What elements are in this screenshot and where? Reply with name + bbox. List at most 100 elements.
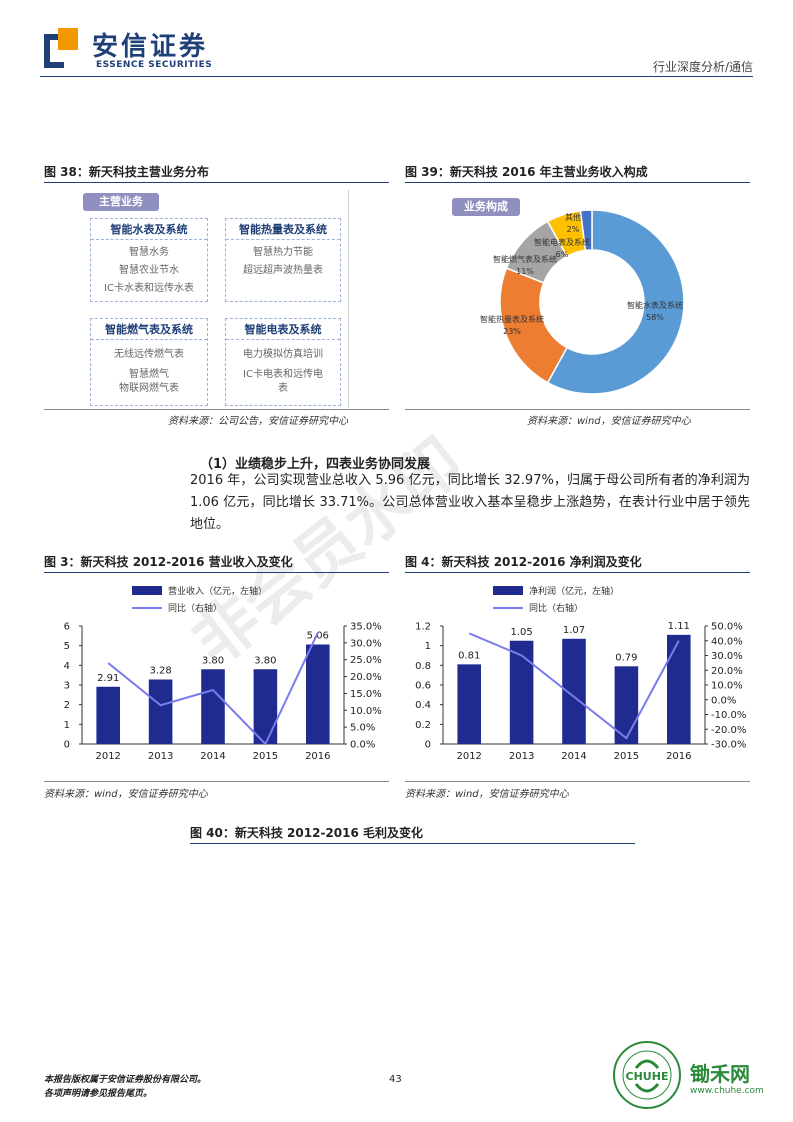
footer-disclaimer: 各项声明请参见报告尾页。	[44, 1089, 153, 1099]
footer-copyright: 本报告版权属于安信证券股份有限公司。	[44, 1075, 207, 1085]
fig38-title: 图 38：新天科技主营业务分布	[44, 165, 209, 179]
bar-2015	[614, 666, 639, 744]
legend-line-label: 同比（右轴）	[529, 602, 583, 614]
donut-label-2: 智能燃气表及系统	[493, 254, 557, 264]
x-tick-label: 2013	[509, 751, 534, 762]
y-left-tick-label: 3	[64, 681, 70, 692]
y-left-tick-label: 6	[64, 622, 70, 633]
fig38-source: 资料来源：公司公告，安信证券研究中心	[168, 416, 348, 427]
fig38-bottom-rule	[44, 409, 389, 410]
bar-2016	[667, 634, 691, 744]
fig38-right-border	[348, 190, 349, 408]
y-left-tick-label: 0.2	[415, 720, 431, 731]
y-right-tick-label: -10.0%	[711, 710, 746, 721]
fig4-source: 资料来源：wind，安信证券研究中心	[405, 789, 569, 800]
box-item: IC卡电表和远传电	[243, 369, 323, 380]
fig40-title-rule	[190, 843, 635, 844]
y-right-tick-label: 50.0%	[711, 622, 743, 633]
y-left-tick-label: 0.4	[415, 700, 431, 711]
donut-label-0: 智能水表及系统	[627, 300, 683, 310]
bar-value-label: 0.79	[615, 652, 637, 663]
fig3-title: 图 3：新天科技 2012-2016 营业收入及变化	[44, 555, 293, 569]
y-right-tick-label: 0.0%	[711, 695, 736, 706]
box-item: 物联网燃气表	[119, 383, 179, 394]
fig38-tag: 主营业务	[83, 193, 159, 211]
donut-pct-2: 11%	[516, 267, 534, 276]
report-category: 行业深度分析/通信	[652, 60, 753, 74]
x-tick-label: 2015	[614, 751, 639, 762]
legend-bar-label: 净利润（亿元，左轴）	[529, 585, 619, 597]
fig38-box-water: 智能水表及系统 智慧水务 智慧农业节水 IC卡水表和远传水表	[90, 218, 208, 302]
y-right-tick-label: 30.0%	[350, 638, 382, 649]
bar-2013	[148, 679, 173, 744]
fig39-donut-chart: 智能水表及系统 58% 智能热量表及系统 23% 智能燃气表及系统 11% 智能电表及系统 6…	[480, 209, 685, 395]
fig38-box-gas: 智能燃气表及系统 无线远传燃气表 智慧燃气 物联网燃气表	[90, 318, 208, 406]
bar-2012	[96, 686, 120, 744]
x-tick-label: 2014	[200, 751, 225, 762]
y-left-tick-label: 1	[64, 720, 70, 731]
y-left-tick-label: 4	[64, 661, 70, 672]
box-item: 表	[278, 383, 288, 394]
x-tick-label: 2012	[456, 751, 481, 762]
box-title: 智能热量表及系统	[226, 219, 340, 240]
y-right-tick-label: 5.0%	[350, 723, 375, 734]
box-title: 智能燃气表及系统	[91, 319, 207, 340]
bar-value-label: 1.07	[563, 625, 585, 636]
x-tick-label: 2012	[95, 751, 120, 762]
fig38-box-electric: 智能电表及系统 电力模拟仿真培训 IC卡电表和远传电 表	[225, 318, 341, 406]
bar-value-label: 2.91	[97, 673, 119, 684]
y-right-tick-label: 40.0%	[711, 636, 743, 647]
growth-line	[107, 632, 319, 746]
y-right-tick-label: 10.0%	[350, 706, 382, 717]
fig3-chart: 营业收入（亿元，左轴） 同比（右轴） 0 1 2 3 4 5 6 0.0% 5.0% 10.0% 15.…	[64, 585, 382, 762]
fig3-title-rule	[44, 572, 389, 573]
section-paragraph: 2016 年，公司实现营业总收入 5.96 亿元，同比增长 32.97%，归属于…	[190, 473, 750, 532]
y-left-tick-label: 1.2	[415, 622, 431, 633]
box-item: 无线远传燃气表	[114, 349, 184, 360]
y-left-tick-label: 0	[425, 740, 431, 751]
box-item: 电力模拟仿真培训	[243, 349, 323, 360]
box-item: IC卡水表和远传水表	[104, 283, 194, 294]
bar-2014	[562, 638, 586, 744]
donut-label-3: 智能电表及系统	[534, 237, 590, 247]
fig3-source: 资料来源：wind，安信证券研究中心	[44, 789, 208, 800]
fig3-bottom-rule	[44, 781, 389, 782]
y-left-tick-label: 0.8	[415, 661, 431, 672]
y-right-tick-label: -30.0%	[711, 740, 746, 751]
y-right-tick-label: 15.0%	[350, 689, 382, 700]
donut-pct-1: 23%	[503, 327, 521, 336]
donut-pct-4: 2%	[567, 225, 580, 234]
bar-2016	[306, 644, 330, 744]
donut-slice-1	[499, 267, 568, 384]
bar-value-label: 1.11	[668, 621, 690, 632]
box-item: 智慧热力节能	[253, 247, 313, 258]
y-right-tick-label: 20.0%	[711, 666, 743, 677]
fig39-bottom-rule	[405, 409, 750, 410]
y-left-tick-label: 1	[425, 641, 431, 652]
chuhe-url: www.chuhe.com	[690, 1086, 764, 1096]
y-right-tick-label: 10.0%	[711, 681, 743, 692]
box-item: 智慧燃气	[129, 369, 169, 380]
fig38-title-rule	[44, 182, 389, 183]
donut-slice-0	[546, 209, 685, 395]
fig39-title: 图 39：新天科技 2016 年主营业务收入构成	[405, 165, 648, 179]
x-tick-label: 2015	[253, 751, 278, 762]
header-rule	[40, 76, 753, 77]
logo-mark	[44, 28, 78, 68]
bar-value-label: 0.81	[458, 650, 480, 661]
chuhe-badge-icon: CHUHE	[612, 1040, 682, 1110]
x-tick-label: 2013	[148, 751, 173, 762]
donut-pct-3: 6%	[556, 250, 569, 259]
logo-english-name: ESSENCE SECURITIES	[96, 60, 213, 70]
y-right-tick-label: 20.0%	[350, 672, 382, 683]
box-item: 超远超声波热量表	[243, 265, 323, 276]
box-title: 智能水表及系统	[91, 219, 207, 240]
fig39-tag: 业务构成	[452, 198, 520, 216]
y-left-tick-label: 0	[64, 740, 70, 751]
legend-bar-swatch	[132, 586, 162, 595]
chuhe-brand-name: 锄禾网	[690, 1062, 750, 1086]
donut-label-1: 智能热量表及系统	[480, 314, 544, 324]
bar-value-label: 3.80	[254, 655, 276, 666]
bar-value-label: 1.05	[510, 627, 532, 638]
section-heading: （1）业绩稳步上升，四表业务协同发展	[200, 457, 431, 472]
